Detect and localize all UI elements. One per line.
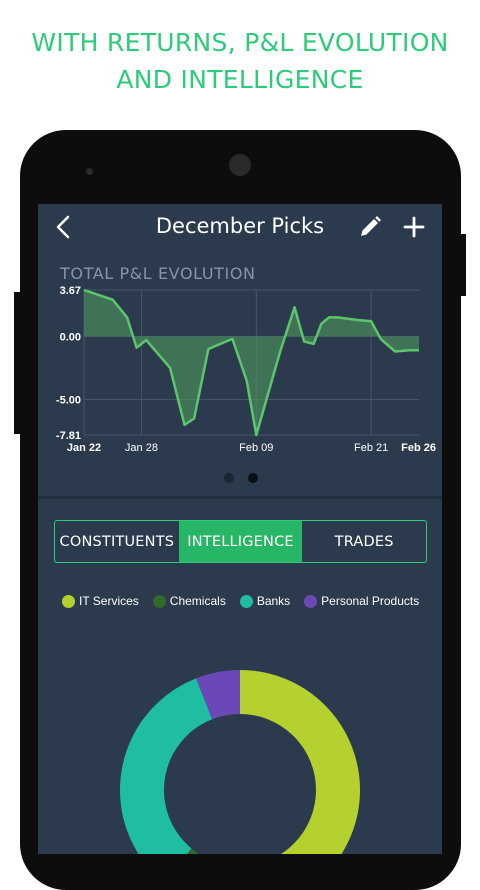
x-tick-label: Feb 21 bbox=[354, 442, 388, 454]
promo-line-2: AND INTELLIGENCE bbox=[116, 65, 364, 94]
segment-tabs: CONSTITUENTS INTELLIGENCE TRADES bbox=[54, 520, 427, 563]
legend-label: Banks bbox=[256, 594, 291, 608]
legend-swatch-chemicals bbox=[152, 594, 166, 608]
sector-donut-chart bbox=[120, 670, 360, 854]
y-tick-label: 0.00 bbox=[60, 331, 81, 343]
promo-headline: WITH RETURNS, P&L EVOLUTION AND INTELLIG… bbox=[0, 24, 480, 98]
page-dot-2[interactable] bbox=[248, 473, 258, 483]
x-tick-label: Jan 28 bbox=[125, 442, 158, 454]
legend-item-chemicals[interactable]: Chemicals bbox=[152, 594, 226, 608]
pnl-line bbox=[83, 288, 419, 437]
donut-slice-personal-products[interactable] bbox=[120, 670, 360, 854]
pencil-icon bbox=[361, 216, 381, 236]
legend-item-banks[interactable]: Banks bbox=[239, 594, 291, 608]
app-bar: December Picks bbox=[38, 204, 442, 250]
section-divider bbox=[38, 496, 442, 499]
legend-label: IT Services bbox=[79, 594, 139, 608]
page-indicator bbox=[224, 473, 264, 485]
page-dot-1[interactable] bbox=[224, 473, 234, 483]
back-button[interactable] bbox=[52, 214, 76, 240]
legend-item-personal-products[interactable]: Personal Products bbox=[304, 594, 419, 608]
donut-slice-banks[interactable] bbox=[120, 670, 360, 854]
phone-side-button-right bbox=[458, 234, 466, 296]
pnl-chart-title: TOTAL P&L EVOLUTION bbox=[60, 264, 256, 283]
y-tick-label: -7.81 bbox=[56, 430, 81, 442]
legend-swatch-it-services bbox=[62, 594, 75, 608]
x-tick-label: Feb 26 bbox=[401, 442, 436, 454]
proximity-sensor bbox=[86, 168, 93, 175]
donut-legend: IT Services Chemicals Banks Personal Pro… bbox=[62, 594, 419, 608]
tab-intelligence[interactable]: INTELLIGENCE bbox=[178, 521, 303, 562]
promo-line-1: WITH RETURNS, P&L EVOLUTION bbox=[31, 28, 449, 57]
tab-constituents[interactable]: CONSTITUENTS bbox=[59, 533, 175, 550]
legend-swatch-banks bbox=[239, 594, 253, 608]
front-camera bbox=[229, 154, 251, 176]
x-tick-label: Jan 22 bbox=[67, 442, 101, 454]
legend-item-it-services[interactable]: IT Services bbox=[62, 594, 139, 608]
chevron-left-icon bbox=[56, 215, 70, 239]
add-button[interactable] bbox=[402, 215, 426, 239]
legend-label: Personal Products bbox=[321, 594, 420, 608]
phone-side-button-left bbox=[14, 292, 22, 434]
plus-icon bbox=[403, 216, 425, 238]
legend-swatch-personal-products bbox=[304, 594, 318, 608]
page-title: December Picks bbox=[155, 214, 325, 238]
edit-button[interactable] bbox=[358, 215, 382, 239]
tab-trades[interactable]: TRADES bbox=[334, 533, 394, 550]
x-tick-label: Feb 09 bbox=[239, 442, 273, 454]
y-tick-label: -5.00 bbox=[56, 395, 81, 407]
y-tick-label: 3.67 bbox=[60, 285, 81, 297]
pnl-area bbox=[84, 290, 419, 435]
legend-label: Chemicals bbox=[169, 594, 226, 608]
app-screen: December Picks TOTAL P&L EVOLUTION 3.67 0… bbox=[38, 204, 442, 854]
